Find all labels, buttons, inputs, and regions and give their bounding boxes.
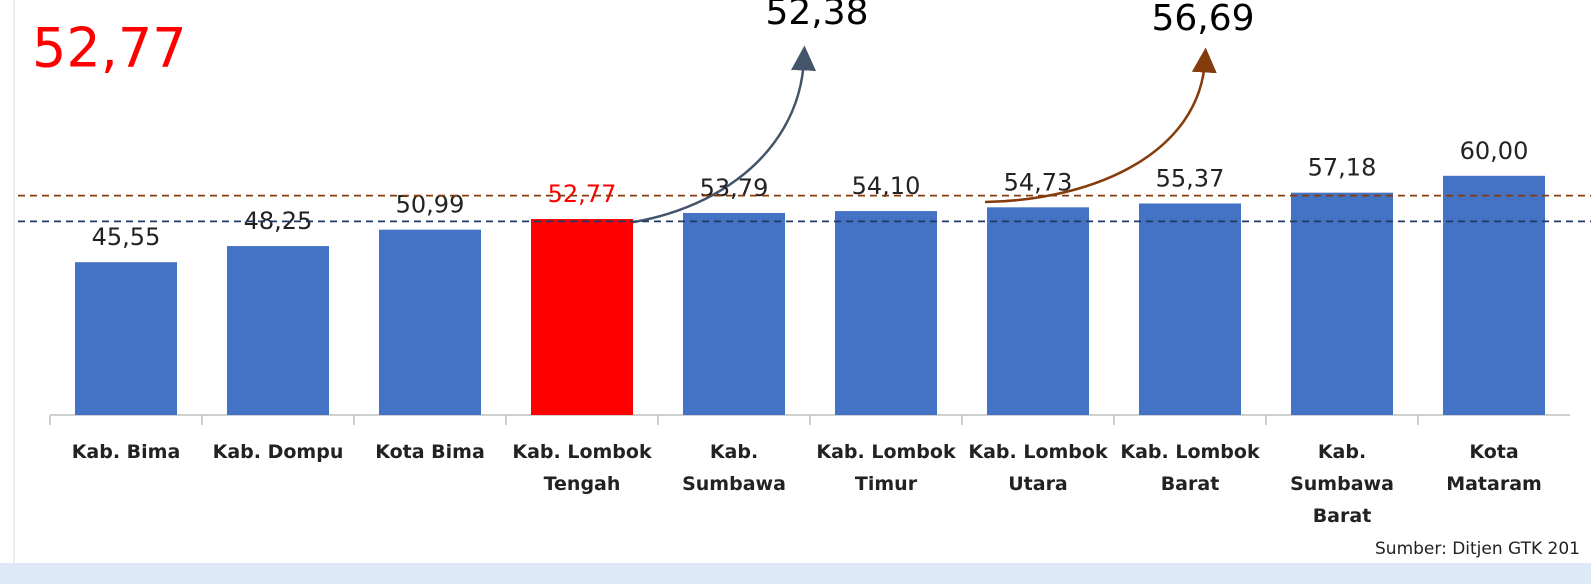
- footer-band: [0, 563, 1591, 584]
- x-tick-label: Kab. Lombok Tengah: [512, 441, 652, 495]
- bar: [531, 219, 633, 415]
- bar: [379, 229, 481, 415]
- value-label: 60,00: [1460, 137, 1529, 165]
- value-label: 45,55: [92, 223, 161, 251]
- bar: [227, 246, 329, 415]
- value-label: 52,77: [548, 180, 617, 208]
- x-tick-label: Kab. Lombok Barat: [1120, 441, 1260, 495]
- value-label: 57,18: [1308, 154, 1377, 182]
- source: Sumber: Ditjen GTK 201: [1375, 539, 1580, 559]
- x-tick-label: Kab. Lombok Utara: [968, 441, 1108, 495]
- arrow: [984, 47, 1217, 204]
- x-tick-label: Kota Bima: [375, 441, 485, 463]
- annotation: 56,69: [1151, 0, 1254, 39]
- value-label: 48,25: [244, 207, 313, 235]
- bar: [75, 262, 177, 415]
- bar: [987, 207, 1089, 415]
- bar: [1291, 192, 1393, 415]
- x-tick-label: Kab. Dompu: [212, 441, 344, 463]
- bar: [1443, 175, 1545, 415]
- bar: [683, 212, 785, 415]
- value-label: 53,79: [700, 174, 769, 202]
- annotation: 52,38: [765, 0, 868, 33]
- x-tick-label: Kota Mataram: [1446, 441, 1542, 495]
- value-label: 54,73: [1004, 168, 1073, 196]
- bar: [1139, 203, 1241, 415]
- x-tick-label: Kab. Bima: [71, 441, 181, 463]
- bar: [835, 211, 937, 415]
- headline: 52,77: [32, 17, 187, 80]
- x-tick-label: Kab. Sumbawa Barat: [1290, 441, 1394, 527]
- arrow: [587, 45, 816, 228]
- x-tick-label: Kab. Sumbawa: [682, 441, 786, 495]
- x-tick-label: Kab. Lombok Timur: [816, 441, 956, 495]
- value-label: 55,37: [1156, 164, 1225, 192]
